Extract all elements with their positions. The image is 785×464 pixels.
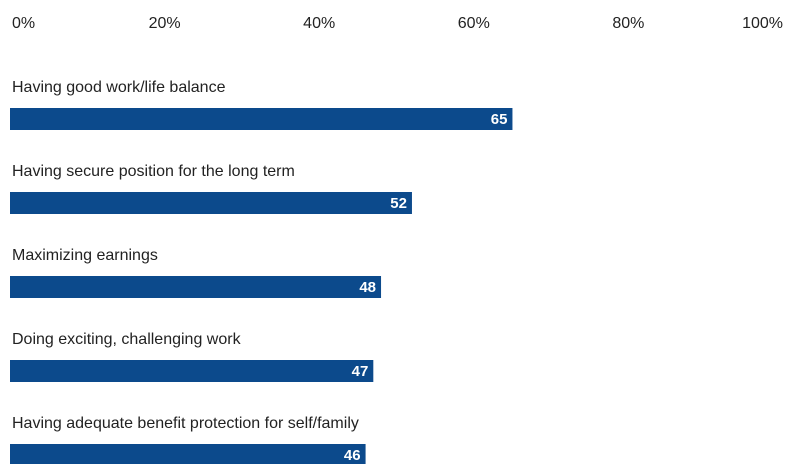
x-tick-label: 20% [149,15,181,32]
x-tick-label: 60% [458,15,490,32]
x-tick-label: 100% [742,15,783,32]
bar [10,276,382,298]
value-label: 48 [359,279,376,296]
category-label: Maximizing earnings [12,247,158,264]
category-label: Doing exciting, challenging work [12,331,242,348]
category-label: Having good work/life balance [12,79,226,96]
value-label: 46 [344,447,361,464]
bar [10,192,412,214]
value-label: 65 [491,111,508,128]
x-tick-label: 40% [303,15,335,32]
value-label: 52 [390,195,407,212]
bar [10,108,513,130]
bar [10,444,366,464]
category-label: Having secure position for the long term [12,163,295,180]
x-tick-label: 80% [612,15,644,32]
x-tick-label: 0% [12,15,35,32]
category-label: Having adequate benefit protection for s… [12,415,359,432]
value-label: 47 [352,363,369,380]
bar [10,360,374,382]
